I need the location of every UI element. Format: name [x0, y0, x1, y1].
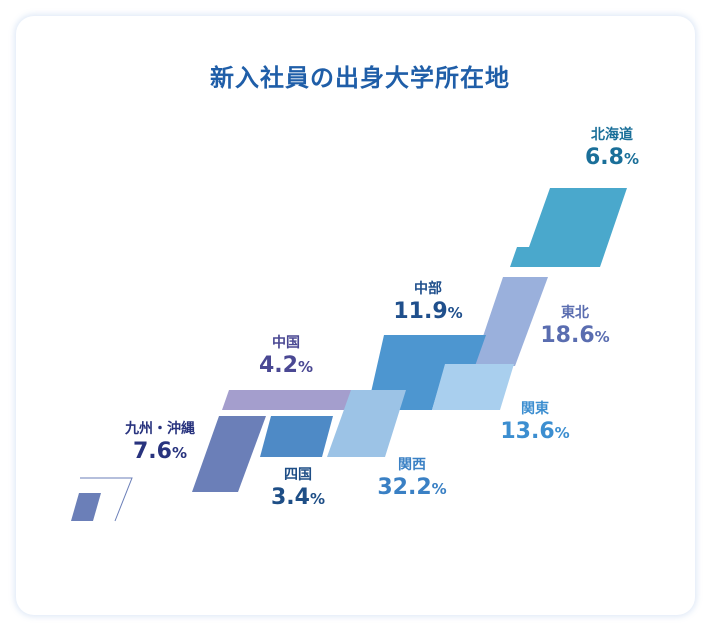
region-value-chugoku: 4.2	[258, 353, 298, 378]
okinawa-inset-frame	[80, 477, 133, 522]
region-unit-chubu: %	[447, 304, 463, 322]
label-chugoku: 中国 4.2%	[246, 334, 326, 381]
chart-title: 新入社員の出身大学所在地	[210, 64, 510, 92]
label-chubu: 中部 11.9%	[388, 280, 468, 327]
region-unit-kyushu: %	[171, 444, 187, 462]
region-shape-chugoku	[222, 390, 355, 410]
region-shape-tohoku	[473, 277, 548, 366]
region-shape-kanto	[432, 364, 514, 410]
region-unit-kanto: %	[554, 424, 570, 442]
region-unit-chugoku: %	[297, 358, 313, 376]
region-unit-shikoku: %	[309, 490, 325, 508]
region-shape-kyushu	[192, 416, 266, 492]
region-shape-kansai	[327, 390, 406, 457]
region-name-shikoku: 四国	[284, 467, 312, 483]
region-value-kanto: 13.6	[500, 419, 555, 444]
region-value-shikoku: 3.4	[270, 485, 310, 510]
region-value-kansai: 32.2	[377, 475, 432, 500]
region-value-tohoku: 18.6	[540, 323, 595, 348]
region-name-kyushu: 九州・沖縄	[125, 421, 195, 437]
label-kyushu: 九州・沖縄 7.6%	[110, 420, 210, 467]
region-name-hokkaido: 北海道	[591, 127, 633, 143]
region-value-kyushu: 7.6	[132, 439, 172, 464]
region-shape-shikoku	[260, 416, 333, 457]
region-unit-tohoku: %	[594, 328, 610, 346]
region-name-chubu: 中部	[414, 281, 442, 297]
label-hokkaido: 北海道 6.8%	[572, 126, 652, 173]
region-unit-hokkaido: %	[623, 150, 639, 168]
label-kanto: 関東 13.6%	[495, 400, 575, 447]
label-tohoku: 東北 18.6%	[535, 304, 615, 351]
region-name-kansai: 関西	[398, 457, 426, 473]
region-shape-hokkaido	[510, 188, 627, 267]
label-shikoku: 四国 3.4%	[258, 466, 338, 513]
region-shape-okinawa	[71, 493, 101, 521]
region-value-chubu: 11.9	[393, 299, 448, 324]
region-name-kanto: 関東	[521, 401, 549, 417]
region-name-tohoku: 東北	[561, 305, 589, 321]
region-value-hokkaido: 6.8	[584, 145, 624, 170]
region-unit-kansai: %	[431, 480, 447, 498]
label-kansai: 関西 32.2%	[372, 456, 452, 503]
chart-card	[16, 16, 695, 615]
region-name-chugoku: 中国	[272, 335, 300, 351]
